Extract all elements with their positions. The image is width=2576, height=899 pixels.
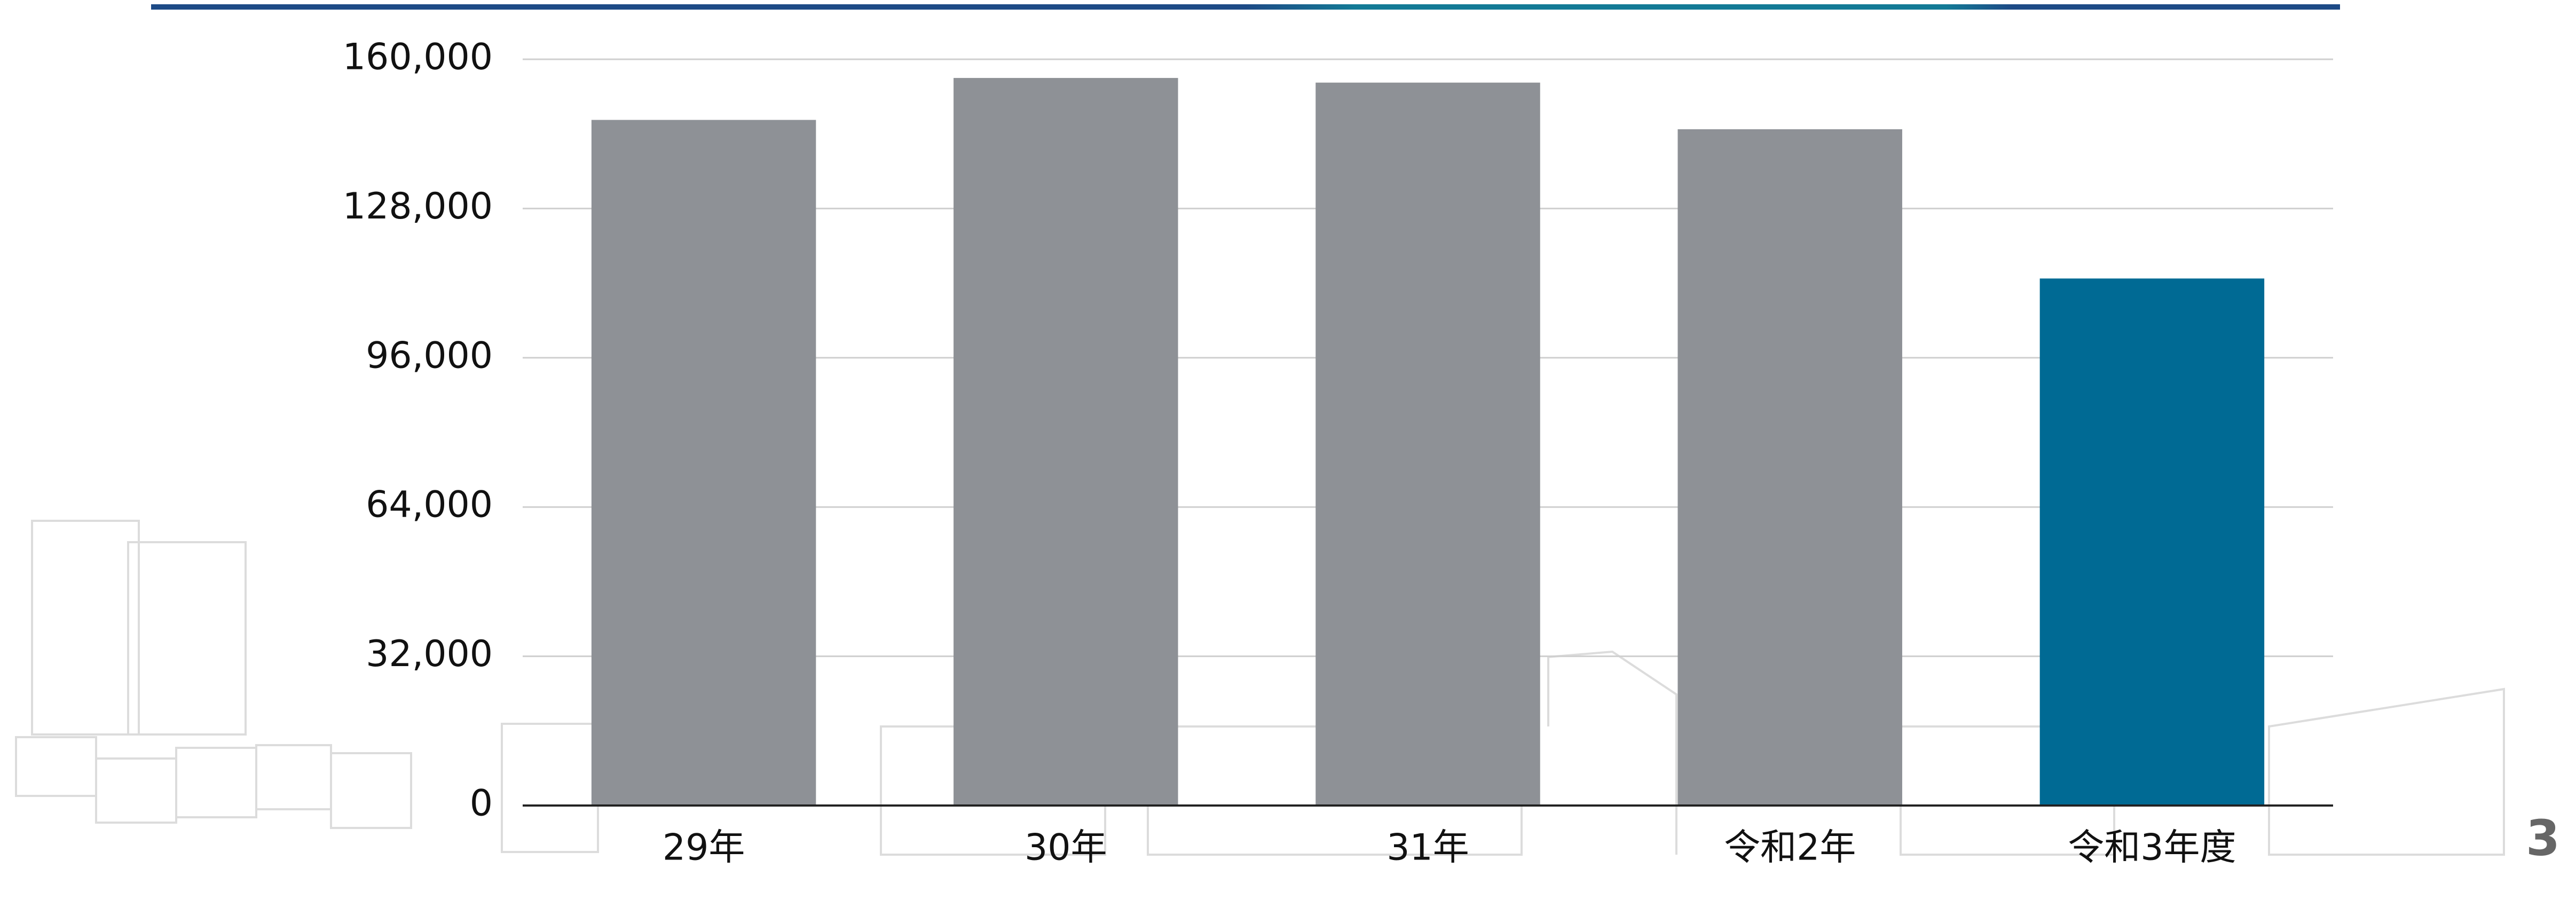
y-tick-label: 128,000 bbox=[343, 185, 493, 228]
bar bbox=[954, 77, 1178, 806]
x-tick-label: 29年 bbox=[663, 827, 745, 869]
y-tick-label: 160,000 bbox=[343, 36, 493, 79]
bar bbox=[2039, 278, 2265, 806]
y-tick-label: 0 bbox=[470, 783, 493, 825]
x-tick-label: 31年 bbox=[1387, 827, 1469, 869]
x-tick-label: 令和2年 bbox=[1724, 827, 1856, 869]
bar bbox=[1315, 82, 1540, 806]
bar bbox=[1677, 129, 1902, 806]
page-number: 3 bbox=[2526, 809, 2560, 866]
bar bbox=[591, 120, 816, 806]
x-tick-label: 令和3年度 bbox=[2068, 827, 2236, 869]
header-rule bbox=[151, 4, 2340, 10]
y-tick-label: 32,000 bbox=[366, 633, 493, 675]
y-tick-label: 96,000 bbox=[366, 334, 493, 377]
x-tick-label: 30年 bbox=[1025, 827, 1107, 869]
y-tick-label: 64,000 bbox=[366, 484, 493, 526]
